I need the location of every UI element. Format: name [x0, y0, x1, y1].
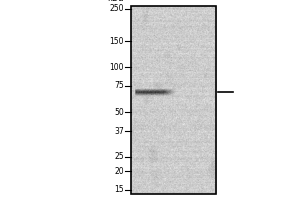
Text: 100: 100 [110, 63, 124, 72]
Text: 250: 250 [110, 4, 124, 13]
Text: 15: 15 [114, 185, 124, 194]
Text: 150: 150 [110, 37, 124, 46]
Text: 25: 25 [114, 152, 124, 161]
Text: 75: 75 [114, 81, 124, 90]
Text: kDa: kDa [107, 0, 124, 3]
Bar [130, 6, 216, 194]
Text: 20: 20 [114, 167, 124, 176]
Text: 50: 50 [114, 108, 124, 117]
Text: 37: 37 [114, 127, 124, 136]
